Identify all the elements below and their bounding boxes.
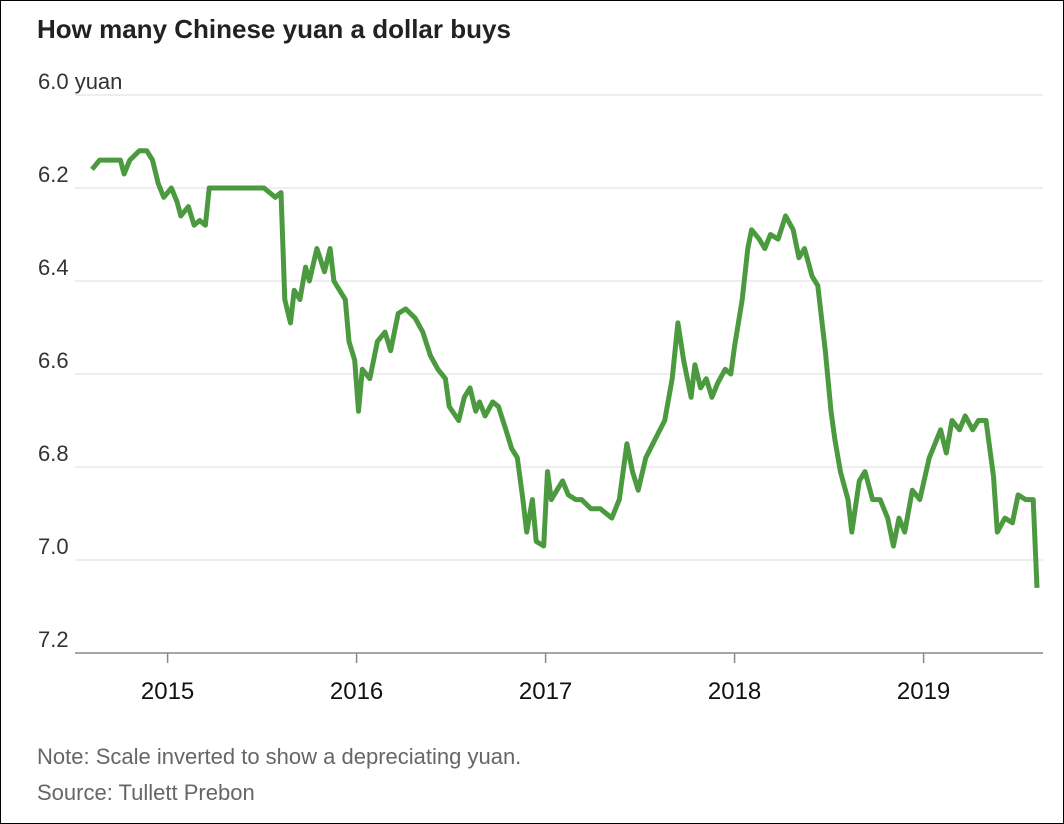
y-tick-label: 6.2 bbox=[38, 162, 69, 187]
chart-title: How many Chinese yuan a dollar buys bbox=[37, 14, 511, 44]
x-tick-label: 2015 bbox=[141, 678, 194, 705]
y-tick-label: 7.2 bbox=[38, 627, 69, 652]
x-tick-label: 2018 bbox=[708, 678, 761, 705]
y-tick-label: 7.0 bbox=[38, 534, 69, 559]
y-tick-label: 6.4 bbox=[38, 255, 69, 280]
x-tick-label: 2019 bbox=[897, 678, 950, 705]
note: Note: Scale inverted to show a depreciat… bbox=[37, 744, 521, 769]
y-tick-label: 6.8 bbox=[38, 441, 69, 466]
x-tick-label: 2016 bbox=[330, 678, 383, 705]
source: Source: Tullett Prebon bbox=[37, 780, 255, 805]
y-tick-label: 6.0 yuan bbox=[38, 69, 122, 94]
y-tick-label: 6.6 bbox=[38, 348, 69, 373]
data-line bbox=[90, 148, 1040, 589]
x-tick-label: 2017 bbox=[519, 678, 572, 705]
